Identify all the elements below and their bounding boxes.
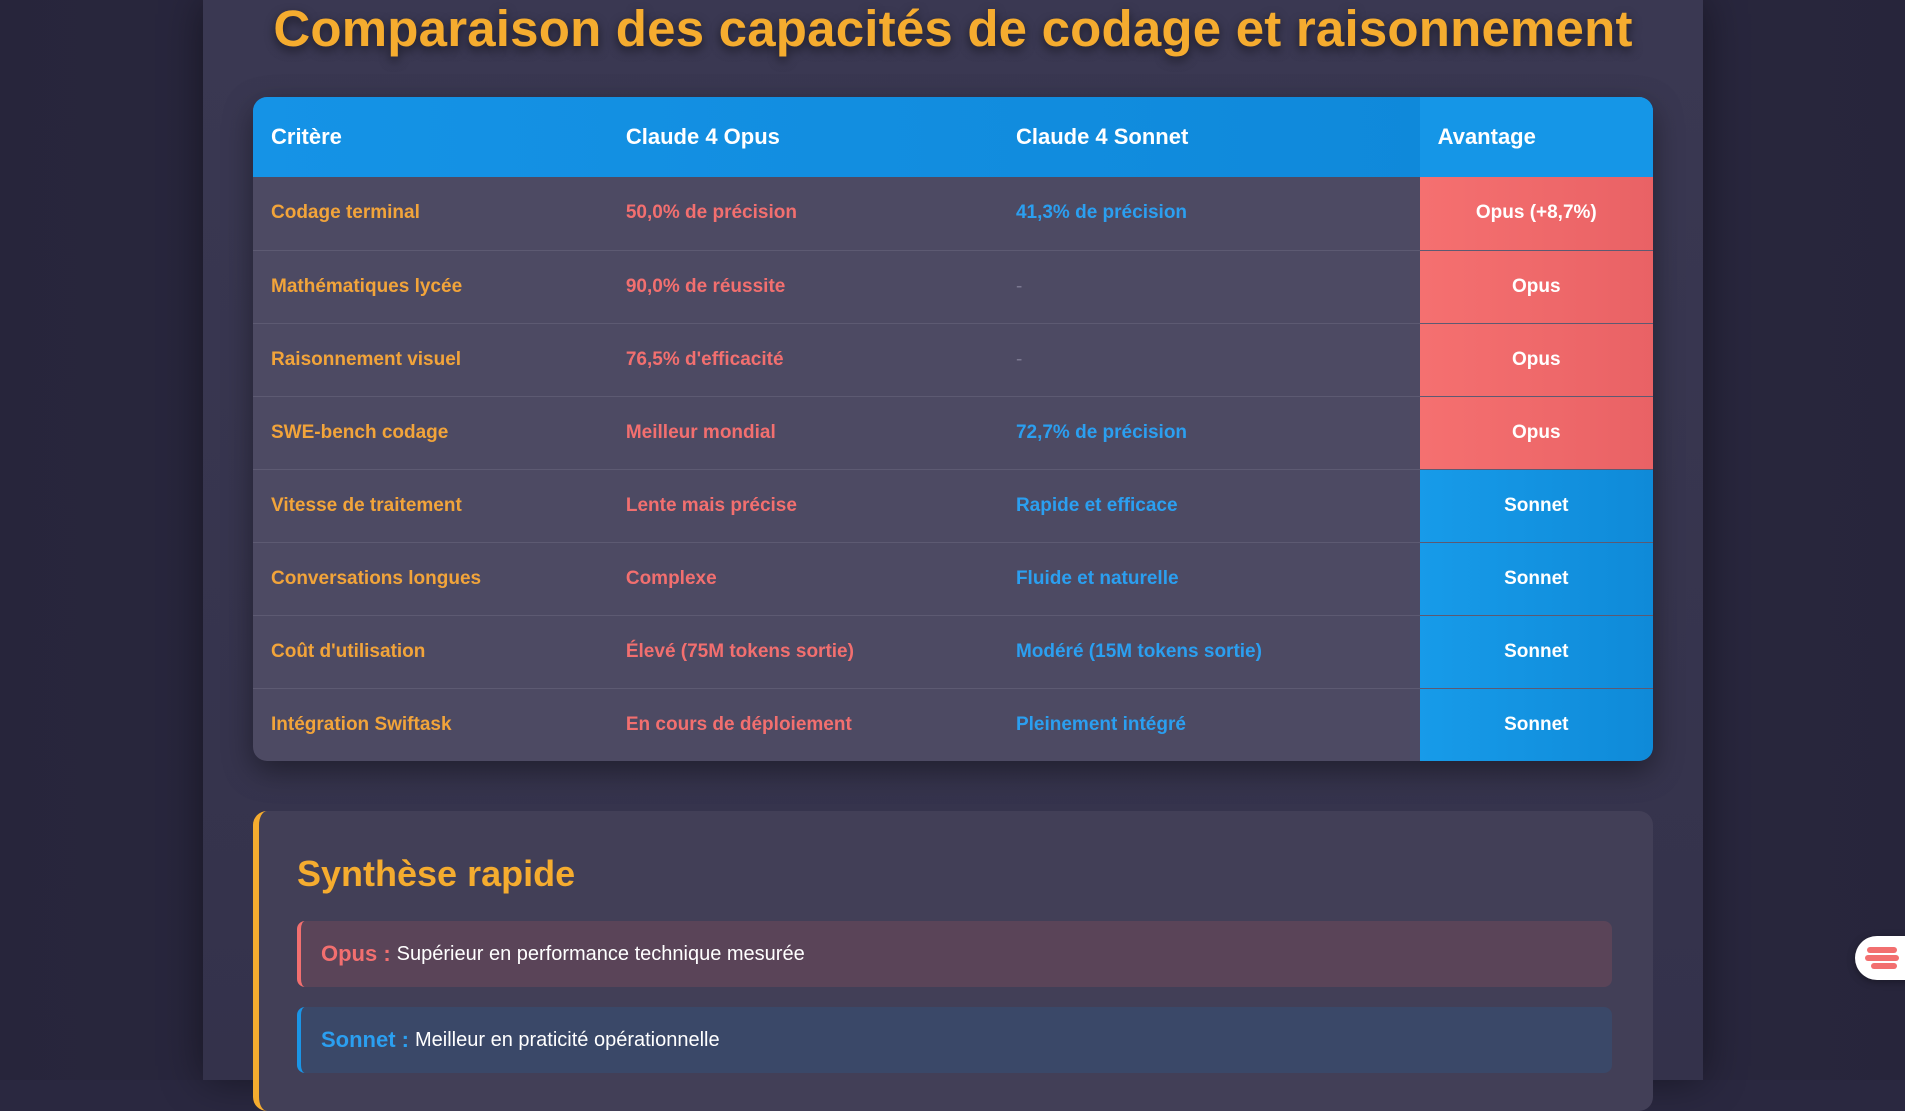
header-opus: Claude 4 Opus (625, 124, 780, 149)
cell-opus: 50,0% de précision (625, 202, 797, 224)
cell-advantage: Opus (1419, 396, 1653, 469)
cell-opus: Lente mais précise (625, 494, 797, 516)
summary-sonnet-text: Meilleur en praticité opérationnelle (415, 1028, 720, 1051)
header-criterion: Critère (271, 124, 342, 149)
cell-advantage: Sonnet (1419, 469, 1653, 542)
table-row: Coût d'utilisation Élevé (75M tokens sor… (253, 615, 1653, 688)
table-row: Codage terminal 50,0% de précision 41,3%… (253, 177, 1653, 250)
widget-menu-icon (1865, 947, 1899, 969)
cell-sonnet: Pleinement intégré (1015, 713, 1186, 735)
cell-sonnet: 72,7% de précision (1015, 421, 1188, 443)
cell-sonnet: Modéré (15M tokens sortie) (1015, 640, 1262, 662)
floating-widget-button[interactable] (1855, 936, 1905, 980)
header-advantage: Avantage (1419, 97, 1653, 177)
cell-sonnet: - (1015, 275, 1023, 297)
cell-opus: Élevé (75M tokens sortie) (625, 640, 854, 662)
cell-opus: En cours de déploiement (625, 713, 852, 735)
summary-opus-text: Supérieur en performance technique mesur… (396, 942, 805, 965)
cell-criterion: Raisonnement visuel (271, 348, 462, 370)
page-title: Comparaison des capacités de codage et r… (273, 0, 1633, 57)
cell-advantage: Sonnet (1419, 615, 1653, 688)
summary-title: Synthèse rapide (297, 853, 576, 894)
cell-opus: 76,5% d'efficacité (625, 348, 784, 370)
table-row: Vitesse de traitement Lente mais précise… (253, 469, 1653, 542)
summary-sonnet-item: Sonnet : Meilleur en praticité opération… (297, 1007, 1612, 1073)
cell-sonnet: - (1015, 348, 1023, 370)
cell-advantage: Sonnet (1419, 688, 1653, 761)
summary-opus-label: Opus : (321, 941, 391, 966)
cell-opus: Meilleur mondial (625, 421, 776, 443)
cell-criterion: Intégration Swiftask (271, 713, 452, 735)
cell-opus: 90,0% de réussite (625, 275, 786, 297)
cell-opus: Complexe (625, 567, 717, 589)
table-row: Conversations longues Complexe Fluide et… (253, 542, 1653, 615)
cell-advantage: Opus (+8,7%) (1419, 177, 1653, 250)
table-header-row: Critère Claude 4 Opus Claude 4 Sonnet Av… (253, 97, 1653, 177)
table-row: Raisonnement visuel 76,5% d'efficacité -… (253, 323, 1653, 396)
table-row: Mathématiques lycée 90,0% de réussite - … (253, 250, 1653, 323)
table-row: SWE-bench codage Meilleur mondial 72,7% … (253, 396, 1653, 469)
summary-panel: Synthèse rapide Opus : Supérieur en perf… (253, 811, 1653, 1111)
cell-criterion: Conversations longues (271, 567, 482, 589)
cell-criterion: Codage terminal (271, 202, 420, 224)
table-row: Intégration Swiftask En cours de déploie… (253, 688, 1653, 761)
comparison-table: Critère Claude 4 Opus Claude 4 Sonnet Av… (253, 97, 1653, 761)
cell-criterion: Coût d'utilisation (271, 640, 426, 662)
main-container: Comparaison des capacités de codage et r… (203, 0, 1703, 1111)
cell-advantage: Sonnet (1419, 542, 1653, 615)
cell-advantage: Opus (1419, 250, 1653, 323)
cell-sonnet: Fluide et naturelle (1015, 567, 1179, 589)
cell-criterion: SWE-bench codage (271, 421, 449, 443)
cell-sonnet: 41,3% de précision (1015, 202, 1188, 224)
header-sonnet: Claude 4 Sonnet (1015, 124, 1189, 149)
cell-sonnet: Rapide et efficace (1015, 494, 1178, 516)
cell-criterion: Mathématiques lycée (271, 275, 463, 297)
summary-opus-item: Opus : Supérieur en performance techniqu… (297, 921, 1612, 987)
cell-criterion: Vitesse de traitement (271, 494, 462, 516)
summary-sonnet-label: Sonnet : (321, 1027, 409, 1052)
cell-advantage: Opus (1419, 323, 1653, 396)
